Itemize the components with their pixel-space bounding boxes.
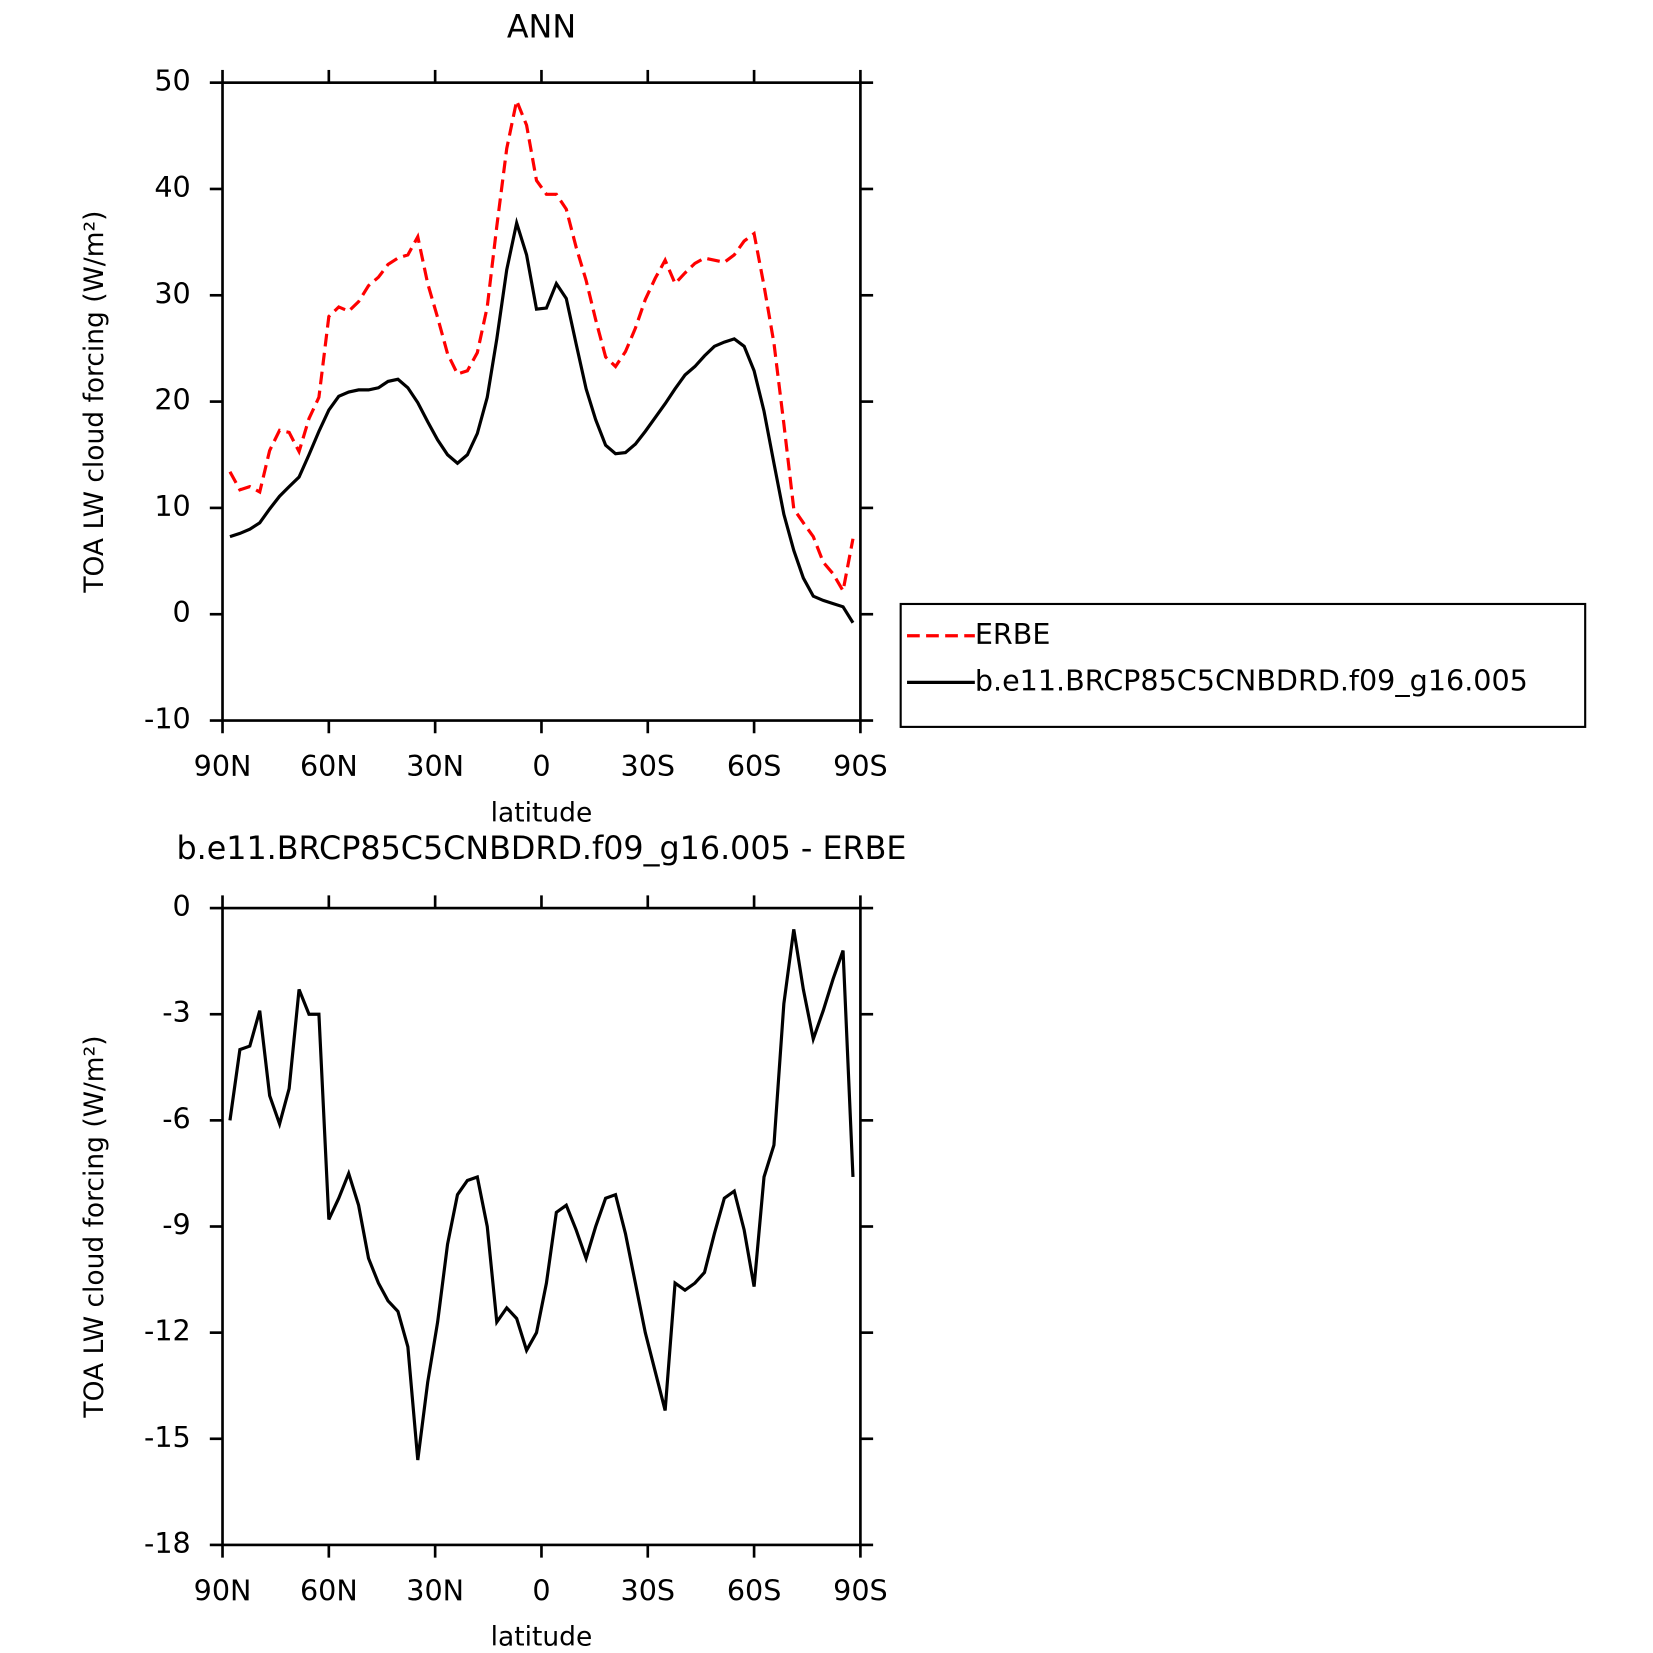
legend: ERBE b.e11.BRCP85C5CNBDRD.f09_g16.005 [899,602,1587,728]
y-tick-label: -18 [144,1526,191,1560]
data-line [228,95,855,596]
x-tick-label: 30S [621,1574,676,1608]
data-line [229,216,855,624]
legend-label: b.e11.BRCP85C5CNBDRD.f09_g16.005 [975,663,1528,697]
x-axis-label: latitude [491,797,593,828]
x-tick-label: 0 [532,749,550,783]
y-tick-label: 20 [154,383,190,417]
y-tick-label: -3 [162,995,191,1029]
x-tick-label: 30S [621,749,676,783]
y-tick-label: 0 [173,889,191,923]
chart-title: b.e11.BRCP85C5CNBDRD.f09_g16.005 - ERBE [176,831,906,867]
x-axis-label: latitude [491,1622,593,1653]
x-tick-label: 30N [406,749,464,783]
legend-box [899,602,1587,728]
x-tick-label: 0 [532,1574,550,1608]
x-tick-label: 60N [300,749,358,783]
y-tick-label: 10 [154,489,190,523]
y-tick-label: -9 [162,1208,191,1242]
y-tick-label: 30 [154,276,190,310]
data-line [228,929,855,1461]
y-tick-label: -15 [144,1420,191,1454]
x-tick-label: 30N [406,1574,464,1608]
y-tick-label: 50 [154,64,190,98]
legend-label: ERBE [975,617,1051,651]
x-tick-label: 60S [727,1574,782,1608]
x-tick-label: 90S [833,749,888,783]
y-tick-label: 0 [173,595,191,629]
plot-frame [221,906,862,1547]
x-tick-label: 60N [300,1574,358,1608]
x-tick-label: 90N [194,749,252,783]
y-tick-label: -12 [144,1314,191,1348]
y-tick-label: 40 [154,170,190,204]
y-tick-label: -10 [144,702,191,736]
y-tick-label: -6 [162,1101,191,1135]
x-tick-label: 60S [727,749,782,783]
chart-title: ANN [507,10,576,46]
y-axis-label: TOA LW cloud forcing (W/m²) [79,1035,110,1418]
x-tick-label: 90N [194,1574,252,1608]
y-axis-label: TOA LW cloud forcing (W/m²) [79,211,110,594]
x-tick-label: 90S [833,1574,888,1608]
